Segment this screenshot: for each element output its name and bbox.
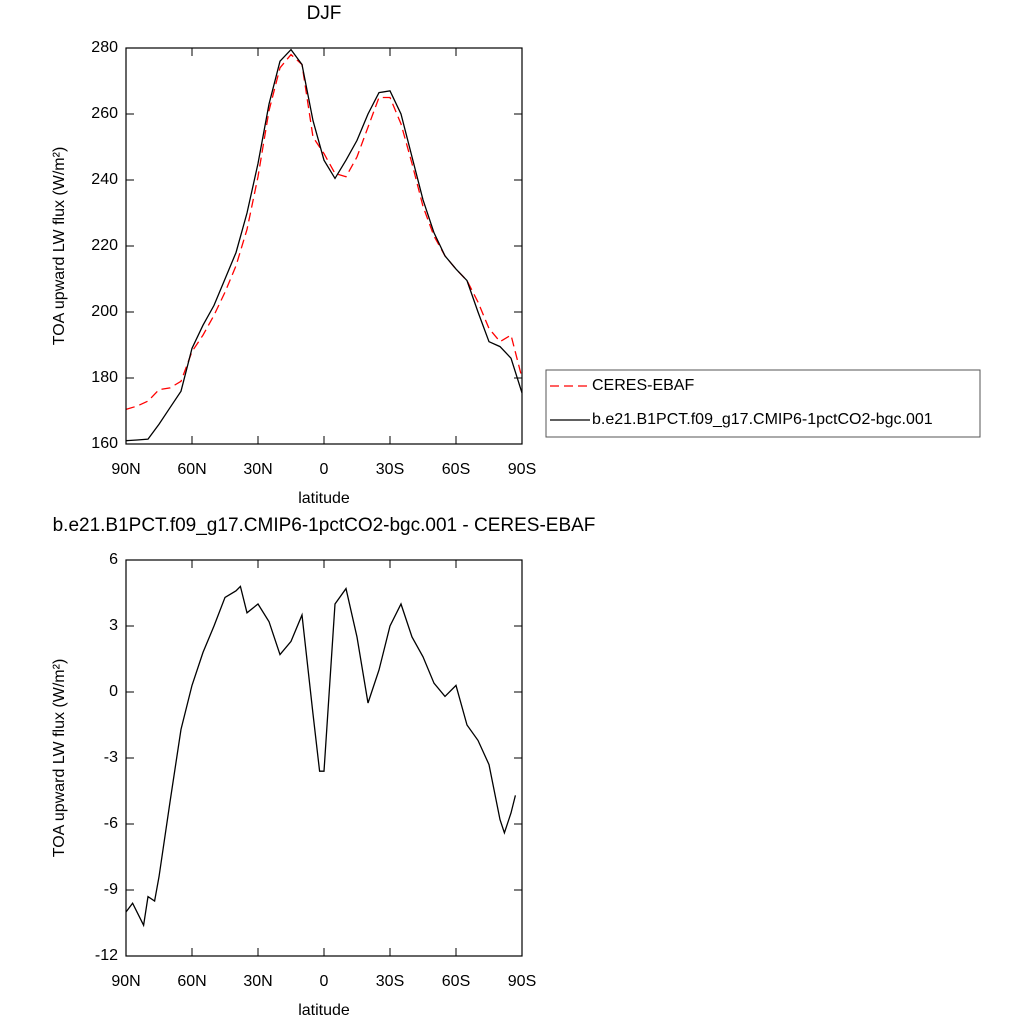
data-line	[125, 53, 523, 411]
plot-frame	[125, 47, 523, 445]
y-tick-label: -6	[104, 815, 118, 832]
y-tick-label: 6	[109, 551, 118, 568]
y-tick-label: 220	[91, 237, 118, 254]
legend-label: b.e21.B1PCT.f09_g17.CMIP6-1pctCO2-bgc.00…	[592, 411, 933, 428]
x-tick-label: 0	[320, 461, 329, 478]
chart-title: DJF	[307, 3, 342, 24]
x-tick-label: 60N	[177, 461, 206, 478]
x-tick-label: 90N	[111, 973, 140, 990]
y-tick-label: 0	[109, 683, 118, 700]
x-tick-label: 60N	[177, 973, 206, 990]
x-axis-label: latitude	[298, 490, 350, 507]
y-tick-label: 3	[109, 617, 118, 634]
y-tick-label: 280	[91, 39, 118, 56]
x-tick-label: 90N	[111, 461, 140, 478]
x-tick-label: 30N	[243, 973, 272, 990]
data-line	[125, 48, 523, 442]
x-tick-label: 60S	[442, 973, 470, 990]
y-tick-label: -3	[104, 749, 118, 766]
legend-box	[545, 369, 981, 438]
y-tick-label: 200	[91, 303, 118, 320]
x-tick-label: 30S	[376, 973, 404, 990]
y-tick-label: 160	[91, 435, 118, 452]
x-axis-label: latitude	[298, 1002, 350, 1019]
x-tick-label: 60S	[442, 461, 470, 478]
y-axis-label: TOA upward LW flux (W/m²)	[51, 659, 68, 858]
y-tick-label: 240	[91, 171, 118, 188]
y-tick-label: -9	[104, 881, 118, 898]
data-line	[125, 585, 517, 928]
y-tick-label: 180	[91, 369, 118, 386]
x-tick-label: 30N	[243, 461, 272, 478]
x-tick-label: 90S	[508, 461, 536, 478]
chart-title: b.e21.B1PCT.f09_g17.CMIP6-1pctCO2-bgc.00…	[53, 515, 596, 536]
y-tick-label: -12	[95, 947, 118, 964]
x-tick-label: 90S	[508, 973, 536, 990]
y-axis-label: TOA upward LW flux (W/m²)	[51, 147, 68, 346]
legend-label: CERES-EBAF	[592, 377, 694, 394]
plot-frame	[125, 559, 523, 957]
x-tick-label: 30S	[376, 461, 404, 478]
x-tick-label: 0	[320, 973, 329, 990]
y-tick-label: 260	[91, 105, 118, 122]
